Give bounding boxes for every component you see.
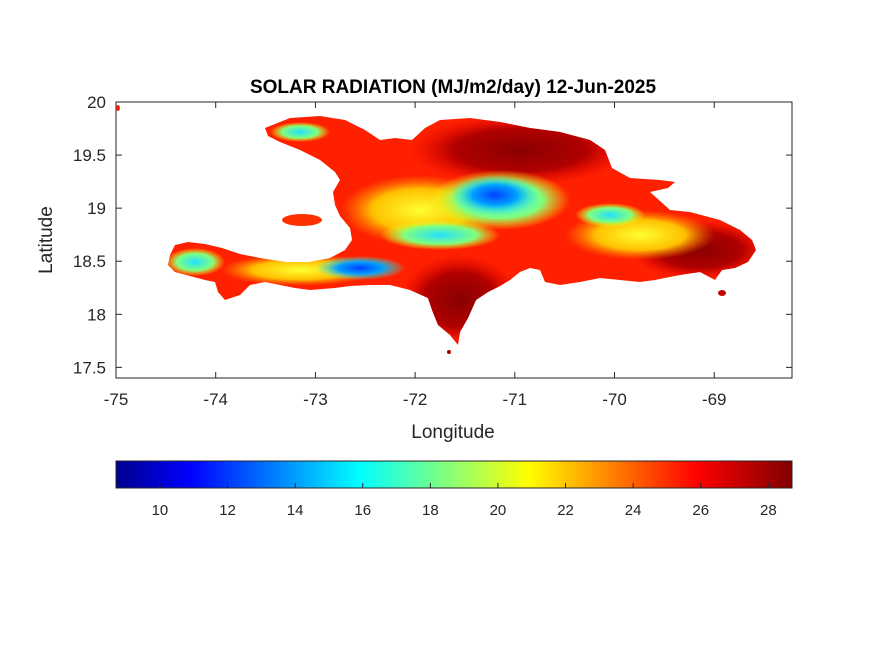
x-axis-label: Longitude <box>411 422 494 443</box>
saona-island <box>718 290 726 296</box>
field-tip-cyan <box>168 248 225 276</box>
x-tick-label: -70 <box>602 390 627 409</box>
x-tick-label: -73 <box>303 390 328 409</box>
y-axis-label: Latitude <box>36 206 57 274</box>
chart-title: SOLAR RADIATION (MJ/m2/day) 12-Jun-2025 <box>250 77 657 98</box>
x-tick-label: -75 <box>104 390 129 409</box>
colorbar-tick-label: 22 <box>557 502 574 519</box>
field-central-cyan <box>380 220 500 250</box>
y-tick-label: 17.5 <box>73 358 106 377</box>
colorbar-tick-label: 20 <box>490 502 507 519</box>
y-tick-label: 20 <box>87 93 106 112</box>
y-axis-ticks: 17.5 18 18.5 19 19.5 20 <box>73 93 792 377</box>
colorbar-tick-label: 12 <box>219 502 236 519</box>
y-tick-label: 18 <box>87 305 106 324</box>
x-tick-label: -71 <box>503 390 528 409</box>
field-east-cyan <box>575 203 645 227</box>
y-tick-label: 19.5 <box>73 146 106 165</box>
colorbar-tick-label: 24 <box>625 502 642 519</box>
x-tick-label: -74 <box>203 390 228 409</box>
colorbar-tick-label: 18 <box>422 502 439 519</box>
colorbar-tick-label: 16 <box>354 502 371 519</box>
x-axis-ticks: -75 -74 -73 -72 -71 -70 -69 <box>104 102 727 409</box>
colorbar-ticks: 10 12 14 16 18 20 22 24 26 28 <box>152 483 777 519</box>
colorbar-tick-label: 14 <box>287 502 304 519</box>
beata-island <box>447 350 451 354</box>
colorbar-tick-label: 10 <box>152 502 169 519</box>
field-cordillera-blue <box>450 175 540 215</box>
tortuga-island <box>116 105 120 111</box>
colorbar-tick-label: 26 <box>692 502 709 519</box>
y-tick-label: 18.5 <box>73 252 106 271</box>
colorbar-tick-label: 28 <box>760 502 777 519</box>
gonave-island <box>282 214 322 226</box>
field-southwest-blue <box>315 256 405 280</box>
colorbar <box>115 460 793 489</box>
x-tick-label: -69 <box>702 390 727 409</box>
y-tick-label: 19 <box>87 199 106 218</box>
field-northwest-cyan <box>270 122 330 142</box>
x-tick-label: -72 <box>403 390 428 409</box>
